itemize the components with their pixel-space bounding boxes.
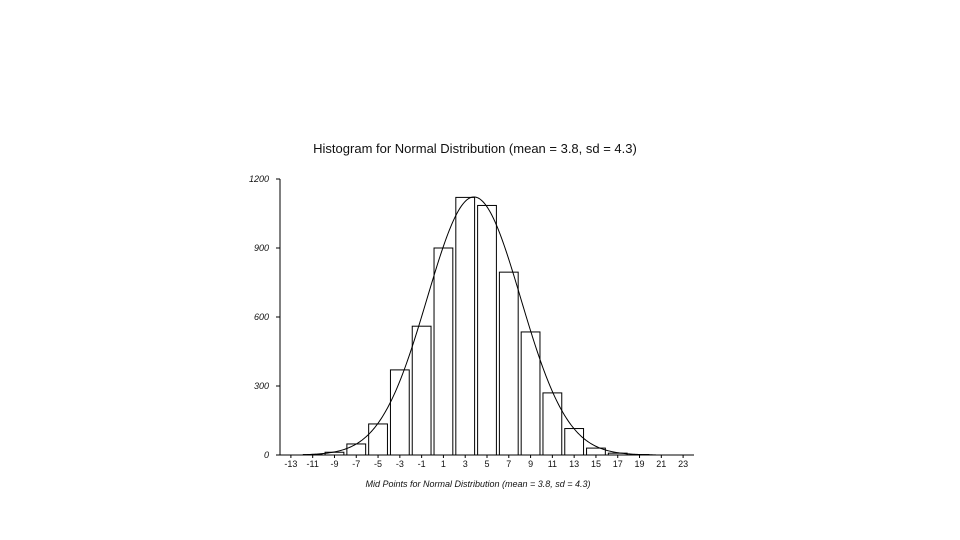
fit-curve-group (307, 196, 656, 456)
x-tick-label: 5 (484, 459, 489, 469)
histogram-bar (368, 423, 388, 456)
x-tick-label: 19 (635, 459, 645, 469)
bars-group (302, 196, 650, 456)
y-tick-label: 1200 (249, 174, 269, 184)
normal-fit-curve (307, 196, 656, 456)
histogram-bar (389, 369, 410, 456)
x-tick-label: 7 (506, 459, 511, 469)
histogram-bar (542, 392, 563, 456)
x-tick-label: -3 (396, 459, 404, 469)
histogram-bar (455, 196, 476, 456)
x-tick-label: 17 (613, 459, 623, 469)
x-tick-label: 11 (548, 459, 557, 469)
histogram-bar (433, 247, 454, 456)
y-tick-label: 300 (254, 381, 269, 391)
histogram-bar (411, 325, 432, 456)
x-tick-label: 21 (656, 459, 666, 469)
chart-title: Histogram for Normal Distribution (mean … (313, 141, 637, 156)
x-axis-label: Mid Points for Normal Distribution (mean… (365, 479, 590, 489)
y-tick-label: 0 (264, 450, 269, 460)
x-tick-label: -13 (284, 459, 297, 469)
x-tick-label: -1 (418, 459, 426, 469)
x-tick-label: -7 (352, 459, 360, 469)
histogram-bar (477, 204, 497, 456)
y-tick-label: 600 (254, 312, 269, 322)
x-tick-label: 13 (569, 459, 579, 469)
x-tick-label: 15 (591, 459, 601, 469)
x-tick-label: -9 (330, 459, 338, 469)
histogram-bar (564, 428, 585, 456)
histogram-bar (346, 443, 367, 456)
x-tick-label: 9 (528, 459, 533, 469)
y-tick-label: 900 (254, 243, 269, 253)
x-tick-label: 1 (441, 459, 446, 469)
histogram-bar (498, 271, 519, 456)
x-tick-label: 3 (463, 459, 468, 469)
x-tick-label: -11 (307, 459, 319, 469)
x-tick-label: 23 (678, 459, 688, 469)
x-tick-label: -5 (374, 459, 382, 469)
